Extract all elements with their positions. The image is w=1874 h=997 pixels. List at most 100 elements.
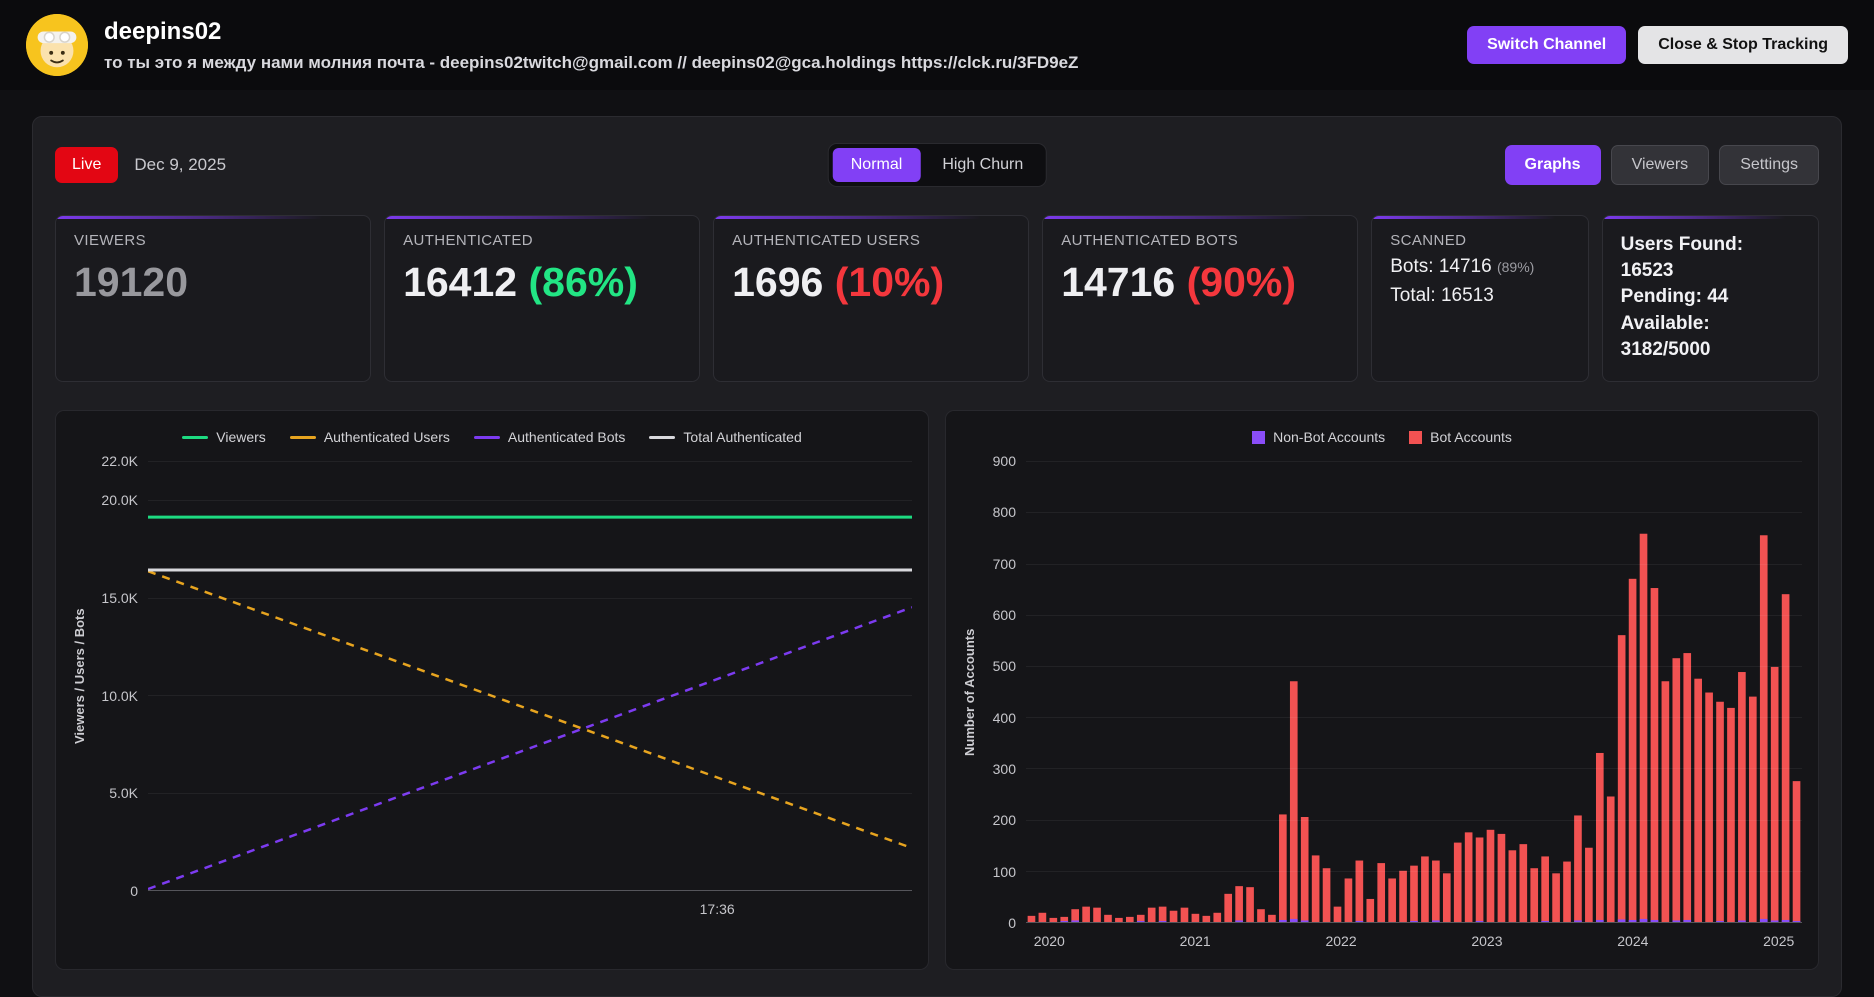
legend-item[interactable]: Bot Accounts <box>1409 429 1512 445</box>
stat-value-authenticated: 16412 (86%) <box>403 259 681 306</box>
bar <box>1235 886 1243 923</box>
authenticated-users-percent: (10%) <box>834 259 945 305</box>
legend-swatch <box>1409 430 1423 444</box>
scanned-bots-count: Bots: 14716 <box>1390 256 1492 277</box>
series-line <box>148 606 912 891</box>
y-tick-label: 10.0K <box>101 687 138 704</box>
mode-high-churn-button[interactable]: High Churn <box>924 148 1041 182</box>
legend-item[interactable]: Non-Bot Accounts <box>1252 429 1385 445</box>
bar <box>1126 916 1134 923</box>
bar <box>1377 863 1386 923</box>
line-chart-body: Viewers / Users / Bots 0 5.0K 10.0K 15.0K 20… <box>72 453 912 899</box>
switch-channel-button[interactable]: Switch Channel <box>1467 26 1627 64</box>
bar <box>1781 920 1790 923</box>
bar-chart-legend: Non-Bot Accounts Bot Accounts <box>962 429 1802 445</box>
tab-graphs[interactable]: Graphs <box>1504 145 1601 185</box>
bar <box>1191 913 1200 923</box>
bar <box>1333 906 1342 923</box>
channel-name: deepins02 <box>104 17 222 45</box>
viewers-count: 19120 <box>74 259 189 305</box>
bar <box>1257 909 1265 923</box>
bar <box>1770 920 1779 923</box>
bar <box>1093 907 1101 923</box>
charts-row: Viewers Authenticated Users Authenticated … <box>55 410 1819 971</box>
series-line <box>148 570 912 850</box>
x-tick-label: 2022 <box>1325 933 1357 950</box>
summary-users-found: Users Found: 16523 <box>1620 234 1744 282</box>
stat-card-authenticated-users: AUTHENTICATED USERS 1696 (10%) <box>713 215 1030 383</box>
bar <box>1300 817 1309 923</box>
y-tick-label: 900 <box>992 453 1016 470</box>
bar-chart-body: Number of Accounts 0 100 200 300 400 500 600 70… <box>962 453 1802 931</box>
bar <box>1672 658 1681 923</box>
scanned-bots-percent: (89%) <box>1496 259 1535 275</box>
bar <box>1606 796 1615 923</box>
bar <box>1661 681 1670 923</box>
tab-settings[interactable]: Settings <box>1719 145 1819 185</box>
bar <box>1311 855 1320 923</box>
bar <box>1082 906 1090 923</box>
bar <box>1617 635 1626 923</box>
bar <box>1027 915 1036 923</box>
bar <box>1399 870 1407 923</box>
bar <box>1071 920 1080 923</box>
legend-swatch <box>649 435 676 439</box>
tab-viewers[interactable]: Viewers <box>1610 145 1710 185</box>
bar <box>1497 833 1506 923</box>
x-tick-label: 2021 <box>1179 933 1211 950</box>
stat-title-authenticated-users: AUTHENTICATED USERS <box>732 232 921 249</box>
bar <box>1421 856 1429 923</box>
bar <box>1388 878 1396 923</box>
bar <box>1683 920 1692 923</box>
gridline <box>1026 512 1802 514</box>
bar <box>1738 672 1746 923</box>
line-chart-x-ticks: 17:36 <box>148 891 912 919</box>
close-stop-tracking-button[interactable]: Close & Stop Tracking <box>1638 26 1848 64</box>
bar <box>1595 753 1604 923</box>
y-tick-label: 0 <box>130 883 138 900</box>
bar <box>1585 847 1593 923</box>
gridline <box>1026 614 1802 616</box>
authenticated-bots-percent: (90%) <box>1186 259 1296 305</box>
mode-toggle: Normal High Churn <box>827 143 1047 187</box>
gridline <box>1026 717 1802 719</box>
gridline <box>1026 665 1802 667</box>
stat-card-summary: Users Found: 16523 Pending: 44 Available… <box>1601 215 1820 383</box>
stat-card-viewers: VIEWERS 19120 <box>55 215 372 383</box>
bar <box>1355 921 1364 923</box>
stat-card-scanned: SCANNED Bots: 14716 (89%) Total: 16513 <box>1371 215 1589 383</box>
legend-item[interactable]: Viewers <box>182 429 266 445</box>
y-tick-label: 700 <box>992 555 1016 572</box>
x-tick-label: 2020 <box>1033 933 1065 950</box>
header-actions: Switch Channel Close & Stop Tracking <box>1467 26 1848 64</box>
bar <box>1410 865 1418 923</box>
bar <box>1683 653 1692 923</box>
legend-item[interactable]: Total Authenticated <box>649 429 802 446</box>
gridline <box>1026 563 1802 565</box>
mode-normal-button[interactable]: Normal <box>832 148 921 182</box>
channel-titles: deepins02 то ты это я между нами молния … <box>104 18 1078 73</box>
bar <box>1781 594 1790 923</box>
bar <box>1508 850 1517 923</box>
bar <box>1279 920 1287 923</box>
bar <box>1530 868 1539 923</box>
bar <box>1770 667 1779 923</box>
bar <box>1705 692 1713 923</box>
x-tick-label: 17:36 <box>699 901 735 918</box>
authenticated-percent: (86%) <box>528 259 638 305</box>
bar <box>1759 535 1768 923</box>
legend-item[interactable]: Authenticated Users <box>289 429 450 445</box>
bar <box>1442 873 1451 923</box>
y-tick-label: 20.0K <box>101 492 138 509</box>
bar <box>1300 920 1309 923</box>
y-tick-label: 300 <box>992 761 1016 778</box>
date-label: Dec 9, 2025 <box>134 155 227 174</box>
bar-chart-x-ticks: 2020 2021 2022 2023 2024 2025 <box>1026 923 1802 951</box>
stat-card-authenticated-bots: AUTHENTICATED BOTS 14716 (90%) <box>1042 215 1359 383</box>
bar <box>1716 921 1724 923</box>
bar <box>1486 829 1495 923</box>
bar <box>1410 921 1418 923</box>
legend-label: Total Authenticated <box>683 429 802 446</box>
bar <box>1355 860 1364 923</box>
legend-item[interactable]: Authenticated Bots <box>473 429 625 445</box>
